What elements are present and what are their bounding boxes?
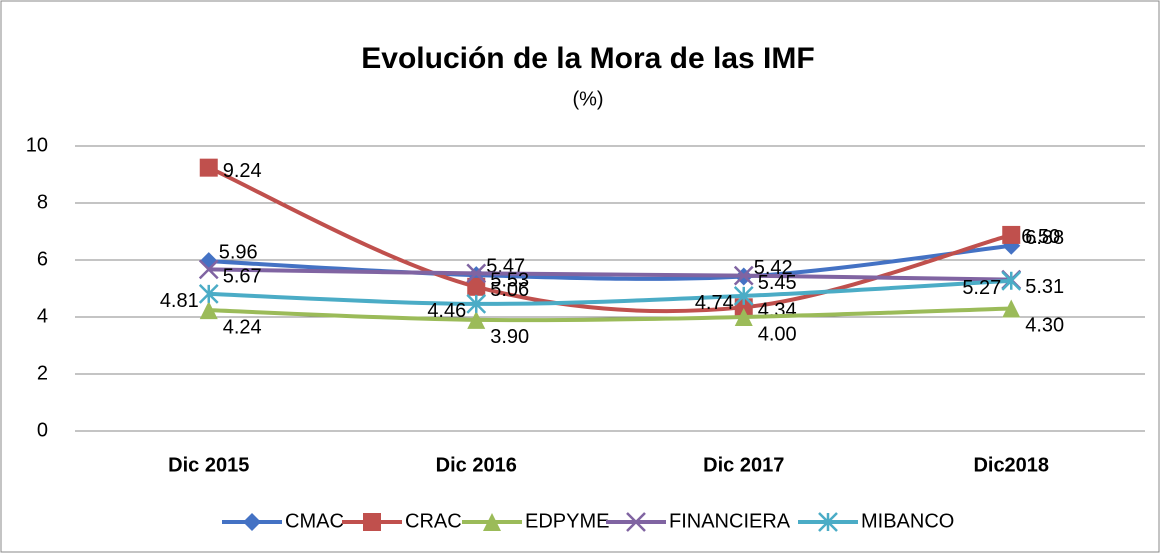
data-label: 5.67 [223,266,262,288]
legend-marker [243,513,261,531]
data-point [199,158,218,177]
chart-title: Evolución de la Mora de las IMF [361,42,814,75]
data-point [198,259,219,280]
data-label: 9.24 [223,160,262,182]
data-label: 4.74 [695,292,734,314]
legend-marker [483,513,501,531]
data-point [466,263,487,284]
data-point [467,277,486,296]
legend-label: MIBANCO [861,510,954,532]
legend-label: CRAC [405,510,462,532]
y-tick-label: 10 [26,134,48,156]
data-label: 4.24 [223,316,262,338]
legend-label: FINANCIERA [669,510,791,532]
series-line [207,165,1012,314]
series-line [208,278,1012,306]
y-tick-label: 0 [37,419,48,441]
data-point [734,308,753,326]
data-label: 5.96 [219,241,258,263]
data-point [198,284,219,304]
x-tick-label: Dic2018 [973,454,1049,476]
data-point [733,286,754,306]
data-label: 6.88 [1025,227,1064,249]
data-label: 4.46 [427,300,466,322]
x-tick-label: Dic 2016 [436,454,517,476]
y-tick-label: 4 [37,305,48,327]
data-label: 5.27 [962,277,1001,299]
series-line [208,267,1012,282]
data-label: 4.81 [160,290,199,312]
data-label: 5.06 [490,279,529,301]
data-label: 4.30 [1025,315,1064,337]
data-point [467,310,486,329]
legend-label: EDPYME [525,510,609,532]
y-tick-label: 6 [37,248,48,270]
data-point [1001,270,1022,291]
data-point [199,301,218,320]
data-point [1002,225,1021,244]
data-label: 5.45 [758,272,797,294]
data-label: 6.50 [1021,226,1060,248]
data-label: 5.53 [490,270,529,292]
data-label: 5.42 [754,257,793,279]
y-tick-label: 8 [37,191,48,213]
y-tick-label: 2 [37,362,48,384]
legend-marker [626,512,646,532]
series-line [208,306,1012,323]
data-label: 4.00 [758,323,797,345]
series-line [208,243,1012,281]
x-tick-label: Dic 2017 [703,454,784,476]
data-point [733,265,754,286]
data-label: 3.90 [490,326,529,348]
data-point [734,298,753,317]
chart-subtitle: (%) [572,88,603,110]
legend-marker [363,513,381,531]
legend-marker [818,512,838,532]
data-point [1002,299,1021,318]
data-point [466,294,487,314]
x-tick-label: Dic 2015 [168,454,249,476]
legend-label: CMAC [285,510,344,532]
data-label: 5.31 [1025,276,1064,298]
